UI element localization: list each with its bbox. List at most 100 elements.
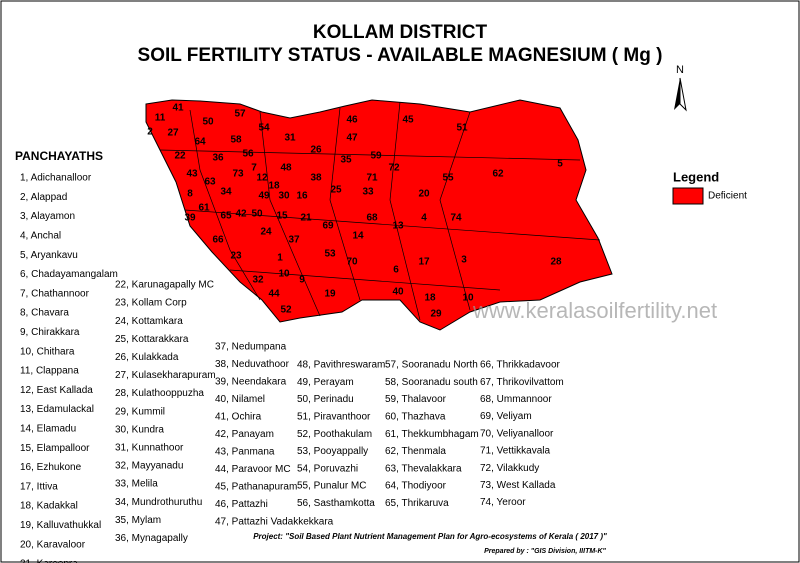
list-item: 57, Sooranadu North [385, 360, 478, 371]
boundary [389, 101, 421, 321]
legend-swatch [672, 187, 704, 205]
arrow-right [679, 77, 687, 112]
list-item: 17, Ittiva [20, 481, 58, 492]
map-label: 25 [330, 185, 342, 196]
list-item: 64, Thodiyoor [385, 481, 447, 492]
map-label: 52 [280, 305, 292, 316]
list-item: 40, Nilamel [215, 394, 265, 405]
list-item: 29, Kummil [115, 406, 165, 417]
list-item: 28, Kulathooppuzha [115, 388, 204, 399]
boundary [189, 109, 261, 301]
map-label: 38 [310, 173, 322, 184]
list-item: 35, Mylam [115, 515, 161, 526]
map-label: 3 [461, 255, 467, 266]
list-item: 58, Sooranadu south [385, 377, 478, 388]
map-label: 50 [202, 117, 214, 128]
map-label: 18 [268, 181, 280, 192]
list-item: 15, Elampalloor [20, 443, 90, 454]
boundary [184, 209, 601, 241]
list-title: PANCHAYATHS [15, 149, 103, 163]
list-item: 48, Pavithreswaram [297, 360, 385, 371]
list-item: 41, Ochira [215, 412, 262, 423]
list-item: 22, Karunagapally MC [115, 280, 214, 291]
list-item: 3, Alayamon [20, 211, 75, 222]
map-label: 28 [550, 257, 562, 268]
map-label: 10 [462, 293, 474, 304]
list-item: 55, Punalur MC [297, 481, 366, 492]
map-label: 39 [184, 213, 196, 224]
list-item: 63, Thevalakkara [385, 463, 462, 474]
list-item: 59, Thalavoor [385, 394, 447, 405]
map-label: 14 [352, 231, 364, 242]
map-label: 47 [346, 133, 358, 144]
list-item: 25, Kottarakkara [115, 334, 189, 345]
list-item: 33, Melila [115, 479, 158, 490]
list-item: 14, Elamadu [20, 424, 76, 435]
list-item: 49, Perayam [297, 377, 354, 388]
list-item: 21, Kareepra [20, 559, 78, 563]
map-label: 57 [234, 109, 246, 120]
subtitle: SOIL FERTILITY STATUS - AVAILABLE MAGNES… [138, 45, 663, 66]
list-item: 68, Ummannoor [480, 394, 552, 405]
list-item: 18, Kadakkal [20, 501, 78, 512]
list-item: 62, Thenmala [385, 446, 446, 457]
map-label: 13 [392, 221, 404, 232]
map-label: 69 [322, 221, 334, 232]
map-label: 15 [276, 211, 288, 222]
list-item: 43, Panmana [215, 447, 275, 458]
list-item: 73, West Kallada [480, 480, 556, 491]
list-item: 26, Kulakkada [115, 352, 179, 363]
map-label: 51 [456, 123, 468, 134]
map-label: 48 [280, 163, 292, 174]
map-label: 71 [366, 173, 378, 184]
map-label: 62 [492, 169, 504, 180]
map-label: 21 [300, 213, 312, 224]
list-item: 46, Pattazhi [215, 499, 268, 510]
map-label: 20 [418, 189, 430, 200]
map-label: 46 [346, 115, 358, 126]
list-item: 51, Piravanthoor [297, 412, 371, 423]
map-label: 34 [220, 187, 232, 198]
map-label: 26 [310, 145, 322, 156]
map-label: 40 [392, 287, 404, 298]
map-label: 70 [346, 257, 358, 268]
map-label: 11 [155, 113, 166, 124]
map-label: 35 [340, 155, 352, 166]
map-label: 24 [260, 227, 272, 238]
list-item: 71, Vettikkavala [480, 446, 550, 457]
list-item: 20, Karavaloor [20, 539, 86, 550]
list-item: 16, Ezhukone [20, 462, 82, 473]
map-label: 19 [324, 289, 336, 300]
list-item: 37, Nedumpana [215, 342, 287, 353]
map-label: 66 [212, 235, 224, 246]
list-item: 67, Thrikovilvattom [480, 377, 564, 388]
list-item: 31, Kunnathoor [115, 443, 184, 454]
list-item: 70, Veliyanalloor [480, 428, 554, 439]
map-label: 41 [172, 103, 184, 114]
map-label: 61 [198, 203, 210, 214]
list-item: 47, Pattazhi Vadakkekkara [215, 517, 334, 528]
list-item: 23, Kollam Corp [115, 298, 187, 309]
list-item: 69, Veliyam [480, 411, 532, 422]
map-label: 54 [258, 123, 270, 134]
map-label: 65 [220, 211, 232, 222]
map-label: 4 [421, 213, 427, 224]
map-label: 18 [424, 293, 436, 304]
map-label: 8 [187, 189, 193, 200]
list-item: 65, Thrikaruva [385, 498, 449, 509]
list-item: 53, Pooyappally [297, 446, 368, 457]
map-label: 44 [268, 289, 280, 300]
list-item: 72, Vilakkudy [480, 463, 539, 474]
map-label: 58 [230, 135, 242, 146]
map-label: 9 [299, 275, 305, 286]
list-item: 74, Yeroor [480, 497, 526, 508]
map-label: 45 [402, 115, 414, 126]
list-item: 9, Chirakkara [20, 327, 80, 338]
boundary [329, 107, 361, 301]
list-item: 38, Neduvathoor [215, 359, 290, 370]
boundary [259, 111, 321, 317]
list-item: 36, Mynagapally [115, 533, 188, 544]
map-label: 6 [393, 265, 399, 276]
list-item: 45, Pathanapuram [215, 482, 297, 493]
